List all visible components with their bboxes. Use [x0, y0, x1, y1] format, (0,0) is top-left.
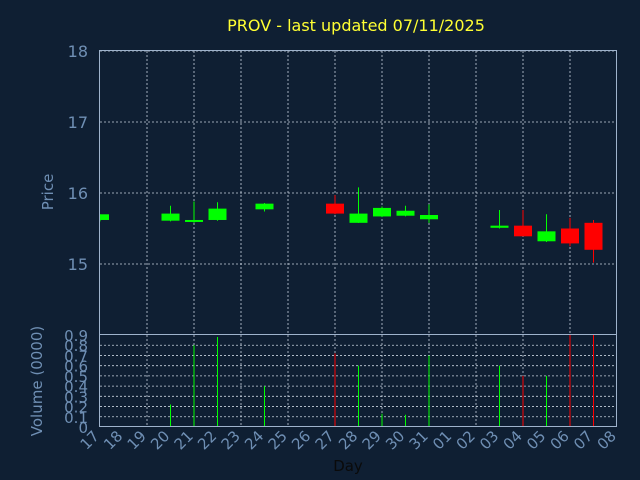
price-panel: 15 16 17 18 Price — [39, 42, 617, 335]
candle — [161, 205, 180, 222]
candle-body — [561, 228, 579, 244]
x-tick-label: 07 — [570, 427, 596, 453]
candle-body — [326, 203, 344, 214]
x-tick-label: 18 — [100, 427, 126, 453]
candle — [584, 219, 603, 263]
volume-y-tick-label: 0.7 — [64, 347, 88, 365]
volume-y-ticks: 00.10.20.30.40.50.60.70.80.9 — [64, 327, 88, 437]
candle — [490, 210, 509, 229]
candle-body — [373, 207, 391, 217]
x-tick-label: 03 — [476, 427, 502, 453]
candle-body — [490, 225, 509, 228]
volume-y-tick-label: 0.4 — [64, 378, 88, 396]
x-tick-label: 21 — [171, 427, 197, 453]
candle — [396, 205, 415, 217]
candle — [185, 201, 203, 223]
volume-y-tick-label: 0.1 — [64, 409, 88, 427]
x-tick-label: 24 — [241, 427, 267, 453]
candle — [326, 195, 344, 215]
candle-body — [208, 208, 227, 220]
candle — [99, 214, 109, 222]
candle-body — [100, 214, 109, 220]
volume-y-tick-label: 0.6 — [64, 358, 88, 376]
x-tick-label: 08 — [594, 427, 620, 453]
x-tick-label: 19 — [124, 427, 150, 453]
candle — [420, 204, 438, 223]
x-tick-label: 05 — [523, 427, 549, 453]
volume-panel: 00.10.20.30.40.50.60.70.80.9 Volume (000… — [28, 326, 617, 437]
volume-y-tick-label: 0.5 — [64, 368, 88, 386]
candle-body — [396, 210, 415, 216]
x-ticks: 1718192021222324252627282930310102030405… — [77, 427, 620, 453]
x-tick-label: 02 — [453, 427, 479, 453]
candle — [373, 206, 391, 218]
candle-body — [537, 231, 556, 242]
x-tick-label: 06 — [547, 427, 573, 453]
volume-bars — [170, 335, 594, 427]
price-y-tick-label: 16 — [68, 184, 88, 203]
x-tick-label: 26 — [288, 427, 314, 453]
candle — [208, 202, 227, 221]
x-axis-label: Day — [333, 457, 363, 475]
price-axis-label: Price — [39, 174, 57, 211]
candles — [99, 187, 603, 263]
volume-y-tick-label: 0.2 — [64, 399, 88, 417]
candle-body — [584, 222, 603, 250]
candle — [514, 210, 532, 237]
x-tick-label: 22 — [194, 427, 220, 453]
candle-body — [185, 219, 203, 222]
price-y-ticks: 15 16 17 18 — [68, 42, 88, 274]
x-tick-label: 30 — [382, 427, 408, 453]
price-y-tick-label: 18 — [68, 42, 88, 61]
volume-y-tick-label: 0 — [78, 419, 88, 437]
x-tick-label: 04 — [500, 427, 526, 453]
x-tick-label: 28 — [335, 427, 361, 453]
candle-body — [514, 225, 532, 237]
candle-body — [161, 213, 180, 221]
candle — [255, 202, 274, 212]
candle — [537, 214, 556, 242]
x-tick-label: 20 — [147, 427, 173, 453]
x-tick-label: 31 — [406, 427, 432, 453]
price-y-tick-label: 17 — [68, 113, 88, 132]
candle-body — [349, 213, 368, 223]
candle-body — [420, 215, 438, 220]
volume-y-tick-label: 0.3 — [64, 388, 88, 406]
candle — [349, 187, 368, 223]
volume-y-tick-label: 0.8 — [64, 337, 88, 355]
candle — [561, 217, 579, 247]
candle-body — [255, 203, 274, 210]
x-tick-label: 25 — [265, 427, 291, 453]
price-y-tick-label: 15 — [68, 255, 88, 274]
x-tick-label: 27 — [312, 427, 338, 453]
volume-y-tick-label: 0.9 — [64, 327, 88, 345]
price-grid — [100, 50, 617, 335]
chart-title: PROV - last updated 07/11/2025 — [227, 16, 485, 35]
x-tick-label: 29 — [359, 427, 385, 453]
volume-frame — [99, 334, 617, 427]
volume-axis-label: Volume (0000) — [28, 326, 46, 436]
x-tick-label: 01 — [429, 427, 455, 453]
x-tick-label: 23 — [218, 427, 244, 453]
